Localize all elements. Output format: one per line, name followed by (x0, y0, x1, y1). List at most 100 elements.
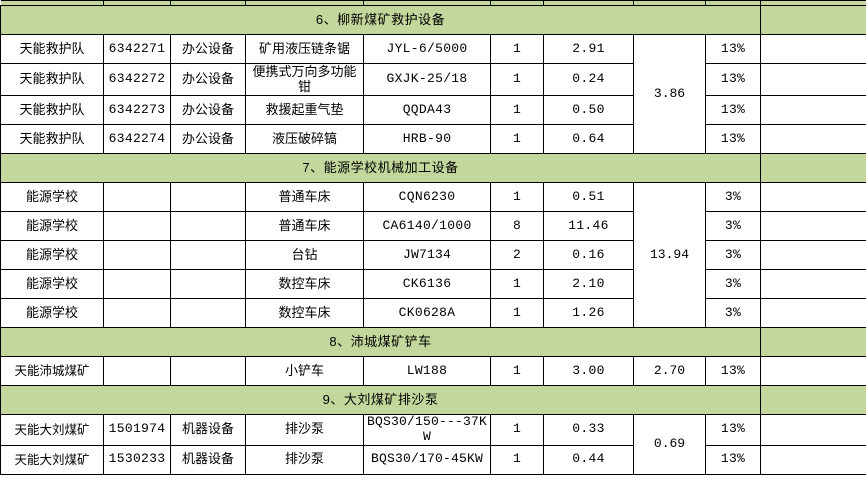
cell-unit: 能源学校 (0, 182, 104, 212)
cell-model: CA6140/1000 (363, 211, 491, 241)
cell-qty: 1 (490, 63, 544, 96)
cell-qty: 1 (490, 182, 544, 212)
table-row[interactable]: 天能救护队 6342274 办公设备 液压破碎镐 HRB-90 1 0.64 1… (0, 124, 866, 154)
section-pad-9 (760, 385, 866, 415)
cell-model: CQN6230 (363, 182, 491, 212)
cell-amount: 2.91 (543, 34, 634, 64)
cell-note (760, 95, 866, 125)
cell-code (103, 269, 171, 299)
cell-qty: 1 (490, 414, 544, 446)
cell-subtotal-8: 2.70 (633, 356, 706, 386)
cell-note (760, 182, 866, 212)
cell-code: 6342273 (103, 95, 171, 125)
cell-amount: 0.24 (543, 63, 634, 96)
table-row[interactable]: 能源学校 数控车床 CK0628A 1 1.26 3% (0, 298, 866, 328)
cell-qty: 1 (490, 124, 544, 154)
cell-qty: 8 (490, 211, 544, 241)
section-header-row: 7、能源学校机械加工设备 (0, 153, 866, 183)
cell-category (170, 269, 246, 299)
table-row[interactable]: 能源学校 普通车床 CQN6230 1 0.51 13.94 3% (0, 182, 866, 328)
cell-note (760, 356, 866, 386)
cell-category (170, 240, 246, 270)
cell-name: 液压破碎镐 (245, 124, 364, 154)
cell-unit: 天能大刘煤矿 (0, 444, 104, 475)
cell-rate: 3% (705, 298, 761, 328)
table-row[interactable]: 天能大刘煤矿 1501974 机器设备 排沙泵 BQS30/150---37KW… (0, 414, 866, 475)
cell-qty: 1 (490, 269, 544, 299)
cell-subtotal-7: 13.94 (633, 182, 706, 328)
section-header-row: 8、沛城煤矿铲车 (0, 327, 866, 357)
cell-name: 便携式万向多功能钳 (245, 63, 364, 96)
cell-rate: 13% (705, 95, 761, 125)
cell-note (760, 240, 866, 270)
cell-model: JW7134 (363, 240, 491, 270)
cell-code (103, 240, 171, 270)
cell-unit: 能源学校 (0, 211, 104, 241)
cell-unit: 天能救护队 (0, 34, 104, 64)
section-title-6: 6、柳新煤矿救护设备 (0, 5, 761, 35)
cell-unit: 天能救护队 (0, 95, 104, 125)
table-row[interactable]: 天能大刘煤矿 1530233 机器设备 排沙泵 BQS30/170-45KW 1… (0, 444, 866, 475)
cell-subtotal-9: 0.69 (633, 414, 706, 475)
equipment-table: 6、柳新煤矿救护设备 天能救护队 6342271 办公设备 矿用液压链条锯 JY… (0, 0, 866, 475)
cell-rate: 3% (705, 182, 761, 212)
cell-rate: 3% (705, 240, 761, 270)
cell-subtotal-6: 3.86 (633, 34, 706, 154)
cell-note (760, 414, 866, 446)
cell-rate: 13% (705, 63, 761, 96)
cell-note (760, 298, 866, 328)
cell-category (170, 182, 246, 212)
cell-name: 普通车床 (245, 211, 364, 241)
cell-note (760, 444, 866, 475)
cell-model: BQS30/150---37KW (363, 414, 491, 446)
table-row[interactable]: 能源学校 台钻 JW7134 2 0.16 3% (0, 240, 866, 270)
cell-code: 1530233 (103, 444, 171, 475)
section-pad-8 (760, 327, 866, 357)
table-row[interactable]: 天能救护队 6342271 办公设备 矿用液压链条锯 JYL-6/5000 1 … (0, 34, 866, 154)
cell-model: BQS30/170-45KW (363, 444, 491, 475)
cell-note (760, 63, 866, 96)
section-pad-7 (760, 153, 866, 183)
cell-qty: 1 (490, 95, 544, 125)
cell-unit: 天能沛城煤矿 (0, 356, 104, 386)
cell-unit: 天能救护队 (0, 124, 104, 154)
cell-category: 机器设备 (170, 444, 246, 475)
cell-unit: 天能大刘煤矿 (0, 414, 104, 446)
cell-model: LW188 (363, 356, 491, 386)
section-header-row: 6、柳新煤矿救护设备 (0, 5, 866, 35)
cell-code (103, 182, 171, 212)
cell-category (170, 356, 246, 386)
cell-model: CK0628A (363, 298, 491, 328)
cell-amount: 2.10 (543, 269, 634, 299)
cell-rate: 13% (705, 414, 761, 446)
cell-amount: 3.00 (543, 356, 634, 386)
cell-category: 办公设备 (170, 124, 246, 154)
cell-category: 办公设备 (170, 95, 246, 125)
cell-rate: 13% (705, 34, 761, 64)
cell-category (170, 211, 246, 241)
cell-amount: 0.64 (543, 124, 634, 154)
table-row[interactable]: 能源学校 普通车床 CA6140/1000 8 11.46 3% (0, 211, 866, 241)
cell-name: 救援起重气垫 (245, 95, 364, 125)
table-row[interactable]: 能源学校 数控车床 CK6136 1 2.10 3% (0, 269, 866, 299)
table-row[interactable]: 天能沛城煤矿 小铲车 LW188 1 3.00 2.70 13% (0, 356, 866, 386)
cell-model: QQDA43 (363, 95, 491, 125)
cell-name: 数控车床 (245, 269, 364, 299)
table-row[interactable]: 天能救护队 6342273 办公设备 救援起重气垫 QQDA43 1 0.50 … (0, 95, 866, 125)
cell-amount: 1.26 (543, 298, 634, 328)
table-row[interactable]: 天能救护队 6342272 办公设备 便携式万向多功能钳 GXJK-25/18 … (0, 63, 866, 96)
section-title-7: 7、能源学校机械加工设备 (0, 153, 761, 183)
cell-rate: 13% (705, 356, 761, 386)
cell-name: 普通车床 (245, 182, 364, 212)
cell-code: 6342272 (103, 63, 171, 96)
cell-amount: 0.33 (543, 414, 634, 446)
cell-qty: 1 (490, 34, 544, 64)
cell-code (103, 298, 171, 328)
cell-unit: 能源学校 (0, 240, 104, 270)
cell-model: JYL-6/5000 (363, 34, 491, 64)
cell-name: 排沙泵 (245, 414, 364, 446)
cell-name: 排沙泵 (245, 444, 364, 475)
cell-note (760, 34, 866, 64)
cell-amount: 0.51 (543, 182, 634, 212)
